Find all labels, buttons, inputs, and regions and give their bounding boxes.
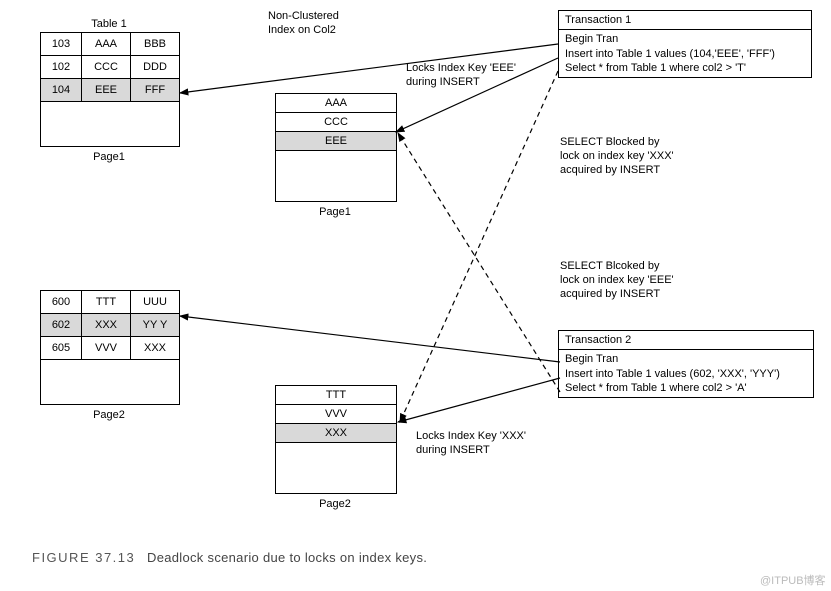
table-cell: UUU bbox=[131, 291, 180, 314]
watermark: @ITPUB博客 bbox=[760, 572, 826, 588]
table-cell: XXX bbox=[131, 337, 180, 360]
table-cell: VVV bbox=[82, 337, 131, 360]
index2: TTTVVVXXX bbox=[275, 385, 397, 494]
transaction-line: Select * from Table 1 where col2 > 'T' bbox=[565, 61, 805, 75]
transaction-line: Select * from Table 1 where col2 > 'A' bbox=[565, 381, 807, 395]
transaction1-title: Transaction 1 bbox=[559, 11, 811, 30]
table1: 103AAABBB 102CCCDDD 104EEEFFF bbox=[40, 32, 180, 147]
table-cell: BBB bbox=[131, 33, 180, 56]
transaction-line: Insert into Table 1 values (104,'EEE', '… bbox=[565, 47, 805, 61]
table-cell: TTT bbox=[82, 291, 131, 314]
table-cell: 600 bbox=[41, 291, 82, 314]
table-cell: 602 bbox=[41, 314, 82, 337]
index-cell: AAA bbox=[276, 94, 397, 113]
index-cell: TTT bbox=[276, 386, 397, 405]
table-cell: 102 bbox=[41, 56, 82, 79]
figure-text: Deadlock scenario due to locks on index … bbox=[147, 550, 427, 565]
table-cell: AAA bbox=[82, 33, 131, 56]
label-blocked-eee: SELECT Blcoked by lock on index key 'EEE… bbox=[560, 260, 674, 301]
transaction-line: Begin Tran bbox=[565, 352, 807, 366]
index2-caption: Page2 bbox=[275, 498, 395, 510]
table2-caption: Page2 bbox=[40, 409, 178, 421]
index1-caption: Page1 bbox=[275, 206, 395, 218]
label-blocked-xxx: SELECT Blocked by lock on index key 'XXX… bbox=[560, 136, 674, 177]
label-lock-eee: Locks Index Key 'EEE' during INSERT bbox=[406, 62, 516, 90]
transaction1-box: Transaction 1 Begin TranInsert into Tabl… bbox=[558, 10, 812, 78]
transaction-line: Insert into Table 1 values (602, 'XXX', … bbox=[565, 367, 807, 381]
transaction1-body: Begin TranInsert into Table 1 values (10… bbox=[559, 30, 811, 77]
table-cell: 103 bbox=[41, 33, 82, 56]
index1-container: AAACCCEEE Page1 bbox=[275, 93, 397, 218]
table2-container: 600TTTUUU602XXXYY Y605VVVXXX Page2 bbox=[40, 290, 180, 421]
index-cell: XXX bbox=[276, 424, 397, 443]
table-cell: XXX bbox=[82, 314, 131, 337]
table-cell: 104 bbox=[41, 79, 82, 102]
table-cell: YY Y bbox=[131, 314, 180, 337]
transaction2-body: Begin TranInsert into Table 1 values (60… bbox=[559, 350, 813, 397]
table-cell: FFF bbox=[131, 79, 180, 102]
transaction-line: Begin Tran bbox=[565, 32, 805, 46]
index-cell: EEE bbox=[276, 132, 397, 151]
index-cell: CCC bbox=[276, 113, 397, 132]
index-cell: VVV bbox=[276, 405, 397, 424]
table-cell: 605 bbox=[41, 337, 82, 360]
index1: AAACCCEEE bbox=[275, 93, 397, 202]
transaction2-box: Transaction 2 Begin TranInsert into Tabl… bbox=[558, 330, 814, 398]
label-lock-xxx: Locks Index Key 'XXX' during INSERT bbox=[416, 430, 526, 458]
table-cell: EEE bbox=[82, 79, 131, 102]
table-cell: CCC bbox=[82, 56, 131, 79]
figure-caption: FIGURE 37.13 Deadlock scenario due to lo… bbox=[32, 550, 427, 565]
figure-number: FIGURE 37.13 bbox=[32, 550, 135, 565]
table-cell: DDD bbox=[131, 56, 180, 79]
table1-container: Table 1 103AAABBB 102CCCDDD 104EEEFFF Page… bbox=[40, 18, 180, 163]
transaction2-title: Transaction 2 bbox=[559, 331, 813, 350]
index2-container: TTTVVVXXX Page2 bbox=[275, 385, 397, 510]
label-nonclustered: Non-Clustered Index on Col2 bbox=[268, 10, 339, 38]
table1-title: Table 1 bbox=[40, 18, 178, 30]
table1-caption: Page1 bbox=[40, 151, 178, 163]
table2: 600TTTUUU602XXXYY Y605VVVXXX bbox=[40, 290, 180, 405]
